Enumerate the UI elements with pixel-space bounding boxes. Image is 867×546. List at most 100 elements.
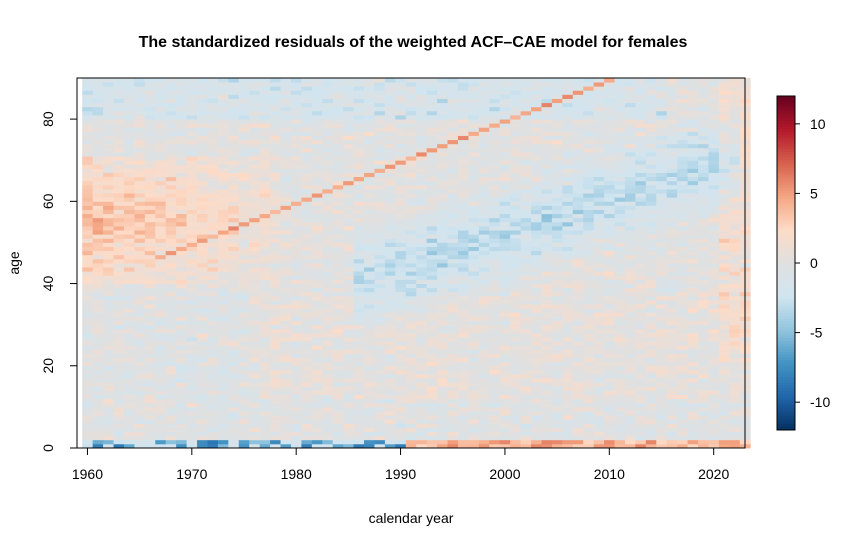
heatmap-cell	[520, 443, 532, 449]
heatmap-cell	[395, 180, 407, 186]
heatmap-cell	[426, 443, 438, 449]
heatmap-cell	[103, 90, 114, 95]
heatmap-cell	[583, 197, 595, 202]
heatmap-cell	[353, 213, 365, 219]
heatmap-cell	[405, 283, 417, 289]
heatmap-cell	[468, 291, 480, 297]
heatmap-cell	[259, 337, 271, 342]
heatmap-cell	[144, 94, 156, 99]
heatmap-cell	[593, 337, 605, 342]
heatmap-cell	[489, 316, 501, 321]
heatmap-cell	[82, 86, 94, 91]
heatmap-cell	[82, 172, 94, 178]
heatmap-cell	[457, 164, 469, 169]
heatmap-cell	[583, 135, 595, 141]
heatmap-cell	[489, 443, 501, 449]
heatmap-cell	[290, 275, 302, 280]
heatmap-cell	[353, 172, 365, 178]
heatmap-cell	[332, 369, 344, 375]
heatmap-cell	[541, 419, 553, 424]
heatmap-cell	[238, 406, 250, 412]
heatmap-cell	[311, 279, 323, 284]
heatmap-cell	[113, 283, 125, 289]
heatmap-cell	[374, 295, 386, 301]
heatmap-cell	[113, 176, 125, 182]
heatmap-cell	[583, 337, 595, 342]
heatmap-cell	[82, 184, 94, 190]
heatmap-cell	[165, 168, 177, 173]
heatmap-cell	[343, 427, 354, 432]
heatmap-cell	[457, 147, 469, 153]
heatmap-cell	[583, 78, 595, 83]
heatmap-cell	[510, 345, 521, 350]
heatmap-cell	[165, 361, 177, 367]
heatmap-cell	[270, 156, 281, 161]
heatmap-cell	[311, 345, 323, 350]
heatmap-cell	[583, 86, 595, 91]
heatmap-cell	[457, 316, 469, 321]
heatmap-cell	[249, 374, 261, 379]
heatmap-cell	[405, 406, 417, 412]
heatmap-cell	[374, 258, 386, 264]
heatmap-cell	[457, 102, 469, 108]
heatmap-cell	[364, 365, 375, 371]
heatmap-cell	[123, 378, 135, 383]
heatmap-cell	[614, 378, 626, 383]
heatmap-cell	[311, 119, 323, 124]
heatmap-cell	[197, 119, 208, 124]
heatmap-cell	[270, 226, 281, 231]
heatmap-cell	[593, 184, 605, 190]
heatmap-cell	[572, 197, 584, 202]
heatmap-cell	[197, 106, 208, 112]
heatmap-cell	[437, 390, 448, 395]
heatmap-cell	[123, 184, 135, 190]
heatmap-cell	[92, 217, 104, 223]
heatmap-cell	[259, 341, 271, 346]
heatmap-cell	[489, 271, 501, 276]
heatmap-cell	[614, 98, 626, 104]
heatmap-cell	[583, 320, 595, 326]
heatmap-cell	[343, 246, 354, 252]
heatmap-cell	[82, 406, 94, 412]
heatmap-cell	[249, 152, 261, 157]
heatmap-cell	[541, 201, 553, 206]
heatmap-cell	[332, 267, 344, 272]
heatmap-cell	[249, 82, 261, 87]
heatmap-cell	[583, 160, 595, 165]
heatmap-cell	[551, 365, 563, 371]
heatmap-cell	[103, 254, 114, 260]
heatmap-cell	[447, 110, 459, 116]
heatmap-cell	[280, 271, 292, 276]
heatmap-cell	[186, 411, 198, 416]
heatmap-cell	[437, 234, 448, 239]
heatmap-cell	[197, 312, 208, 317]
heatmap-cell	[186, 402, 198, 408]
heatmap-cell	[144, 300, 156, 305]
heatmap-cell	[280, 324, 292, 330]
heatmap-cell	[301, 267, 313, 272]
heatmap-cell	[572, 337, 584, 342]
heatmap-cell	[384, 423, 396, 428]
heatmap-cell	[144, 184, 156, 190]
heatmap-cell	[343, 320, 354, 326]
heatmap-cell	[583, 209, 595, 215]
heatmap-cell	[270, 106, 281, 112]
heatmap-cell	[604, 205, 615, 210]
heatmap-cell	[489, 189, 501, 194]
heatmap-cell	[322, 189, 334, 194]
heatmap-cell	[290, 382, 302, 387]
heatmap-cell	[499, 357, 511, 363]
heatmap-cell	[645, 271, 657, 276]
heatmap-cell	[624, 415, 636, 420]
heatmap-cell	[437, 394, 448, 400]
heatmap-cell	[447, 147, 459, 153]
heatmap-cell	[353, 115, 365, 120]
heatmap-cell	[583, 82, 595, 87]
heatmap-cell	[468, 279, 480, 284]
heatmap-cell	[384, 320, 396, 326]
heatmap-cell	[82, 349, 94, 354]
heatmap-cell	[228, 295, 240, 301]
heatmap-cell	[155, 332, 167, 338]
heatmap-cell	[541, 271, 553, 276]
heatmap-cell	[82, 337, 94, 342]
